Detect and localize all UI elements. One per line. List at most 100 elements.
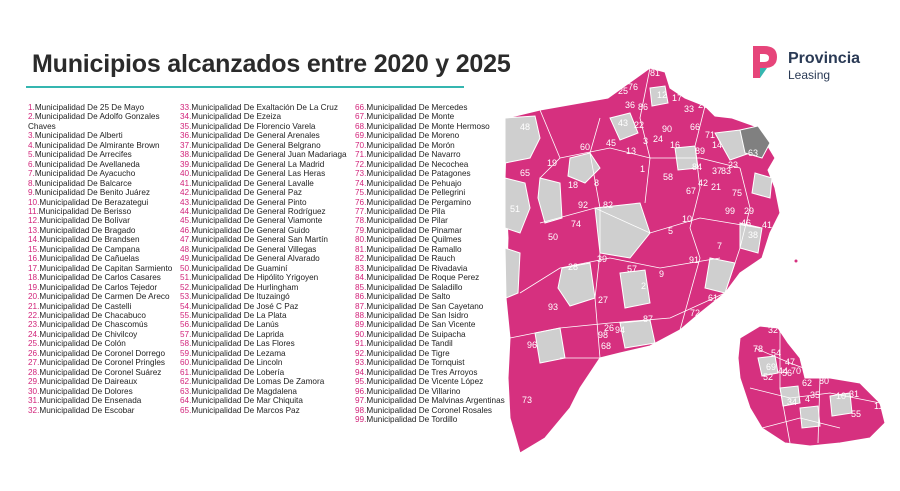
map-municipality-label: 58: [663, 172, 673, 182]
municipality-name: Municipalidad De Ituzaingó: [191, 292, 290, 302]
map-municipality-label: 84: [692, 162, 702, 172]
municipality-item: 41.Municipalidad De General Lavalle: [180, 179, 355, 188]
map-municipality-label: 45: [606, 138, 616, 148]
municipality-item: 42.Municipalidad De General Paz: [180, 188, 355, 197]
municipality-number: 39.: [180, 159, 192, 169]
municipality-name: Municipalidad De General Paz: [191, 188, 302, 198]
region-unreached: [567, 152, 601, 184]
municipality-item: 77.Municipalidad De Pila: [355, 207, 510, 216]
municipality-name: Municipalidad De San Vicente: [366, 320, 476, 330]
municipality-number: 50.: [180, 263, 192, 273]
municipality-number: 60.: [180, 358, 192, 368]
map-municipality-label: 11: [874, 401, 883, 411]
municipality-item: 95.Municipalidad De Vicente López: [355, 377, 510, 386]
municipality-number: 72.: [355, 159, 367, 169]
map-municipality-label: 5: [668, 226, 673, 236]
map-municipality-label: 57: [627, 264, 637, 274]
municipality-name: Municipalidad De Cañuelas: [39, 254, 140, 264]
municipality-number: 87.: [355, 301, 367, 311]
municipality-number: 36.: [180, 131, 192, 141]
municipality-item: 74.Municipalidad De Pehuajo: [355, 179, 510, 188]
map-municipality-label: 14: [712, 140, 722, 150]
gba-inset-unreached: [799, 405, 821, 429]
municipality-name: Municipalidad De Rauch: [366, 254, 456, 264]
municipality-item: 40.Municipalidad De General Las Heras: [180, 169, 355, 178]
map-municipality-label: 64: [752, 264, 762, 274]
municipality-item: 71.Municipalidad De Navarro: [355, 150, 510, 159]
municipality-item: 25.Municipalidad De Colón: [28, 339, 178, 348]
map-municipality-label: 86: [638, 102, 648, 112]
municipality-number: 11.: [28, 206, 39, 216]
municipality-name: Municipalidad De Pergamino: [366, 197, 472, 207]
municipality-name: Municipalidad De Carlos Casares: [39, 273, 161, 283]
municipality-number: 28.: [28, 367, 40, 377]
municipality-number: 43.: [180, 197, 192, 207]
municipality-number: 95.: [355, 377, 367, 387]
municipality-number: 45.: [180, 216, 192, 226]
municipality-name: Municipalidad De Hipólito Yrigoyen: [191, 273, 319, 283]
municipality-number: 10.: [28, 197, 40, 207]
municipality-name: Municipalidad De Vicente López: [366, 377, 484, 387]
municipality-name: Municipalidad De Coronel Rosales: [366, 405, 492, 415]
municipality-number: 7.: [28, 169, 35, 179]
municipality-item: 30.Municipalidad De Dolores: [28, 387, 178, 396]
municipality-item: 52.Municipalidad De Hurlingham: [180, 283, 355, 292]
map-municipality-label: 17: [672, 93, 682, 103]
map-municipality-label: 92: [789, 336, 799, 346]
municipality-item: 82.Municipalidad De Rauch: [355, 254, 510, 263]
municipality-item: 2.Municipalidad De Adolfo Gonzales Chave…: [28, 112, 178, 131]
municipality-number: 96.: [355, 386, 367, 396]
map-municipality-label: 65: [520, 168, 530, 178]
map-municipality-label: 50: [548, 232, 558, 242]
municipality-number: 19.: [28, 282, 40, 292]
municipality-name: Municipalidad De Roque Perez: [366, 273, 480, 283]
map-municipality-label: 94: [615, 325, 625, 335]
municipality-name: Municipalidad De Necochea: [366, 159, 469, 169]
map-municipality-label: 9: [659, 269, 664, 279]
brand-name: Provincia: [788, 50, 861, 67]
municipality-name: Municipalidad De Suipacha: [366, 329, 466, 339]
municipality-name: Municipalidad De Laprida: [191, 329, 284, 339]
municipality-number: 4.: [28, 140, 35, 150]
municipality-number: 47.: [180, 235, 192, 245]
municipality-name: Municipalidad De Pila: [366, 206, 446, 216]
municipality-item: 83.Municipalidad De Rivadavia: [355, 264, 510, 273]
municipality-name: Municipalidad De Bolívar: [39, 216, 130, 226]
map-municipality-label: 41: [762, 220, 772, 230]
municipality-number: 76.: [355, 197, 367, 207]
map-municipality-label: 3: [643, 136, 648, 146]
municipality-item: 78.Municipalidad De Pilar: [355, 216, 510, 225]
municipality-number: 59.: [180, 348, 192, 358]
municipality-number: 15.: [28, 244, 40, 254]
municipality-name: Municipalidad De General Rodríguez: [191, 206, 326, 216]
brand-subname: Leasing: [788, 68, 831, 82]
map-municipality-label: 2: [641, 281, 646, 291]
municipality-number: 48.: [180, 244, 192, 254]
municipality-name: Municipalidad De Salto: [366, 292, 451, 302]
municipality-name: Municipalidad De Quilmes: [366, 235, 462, 245]
municipality-item: 43.Municipalidad De General Pinto: [180, 198, 355, 207]
municipality-name: Municipalidad De Marcos Paz: [191, 405, 300, 415]
map-municipality-label: 61: [708, 293, 718, 303]
municipality-name: Municipalidad De Moreno: [366, 131, 460, 141]
municipal-borders: [509, 67, 761, 359]
municipality-number: 57.: [180, 329, 192, 339]
municipality-number: 38.: [180, 150, 192, 160]
municipality-number: 41.: [180, 178, 192, 188]
map-municipality-label: 39: [597, 254, 607, 264]
municipality-number: 65.: [180, 405, 192, 415]
map-municipality-label: 13: [626, 146, 636, 156]
map-municipality-label: 10: [836, 391, 846, 401]
municipality-name: Municipalidad De Campana: [39, 244, 140, 254]
municipality-name: Municipalidad De General Las Heras: [191, 169, 326, 179]
municipality-item: 84.Municipalidad De Roque Perez: [355, 273, 510, 282]
provincia-leasing-logo: Provincia Leasing: [750, 44, 880, 84]
municipality-item: 20.Municipalidad De Carmen De Areco: [28, 292, 178, 301]
map-municipality-label: 88: [809, 337, 819, 347]
municipality-name: Municipalidad De Ramallo: [366, 244, 462, 254]
municipality-name: Municipalidad De Adolfo Gonzales Chaves: [28, 112, 160, 131]
municipality-number: 37.: [180, 140, 192, 150]
map-municipality-label: 19: [547, 158, 557, 168]
municipality-name: Municipalidad De Tornquist: [366, 358, 465, 368]
municipality-number: 94.: [355, 367, 367, 377]
